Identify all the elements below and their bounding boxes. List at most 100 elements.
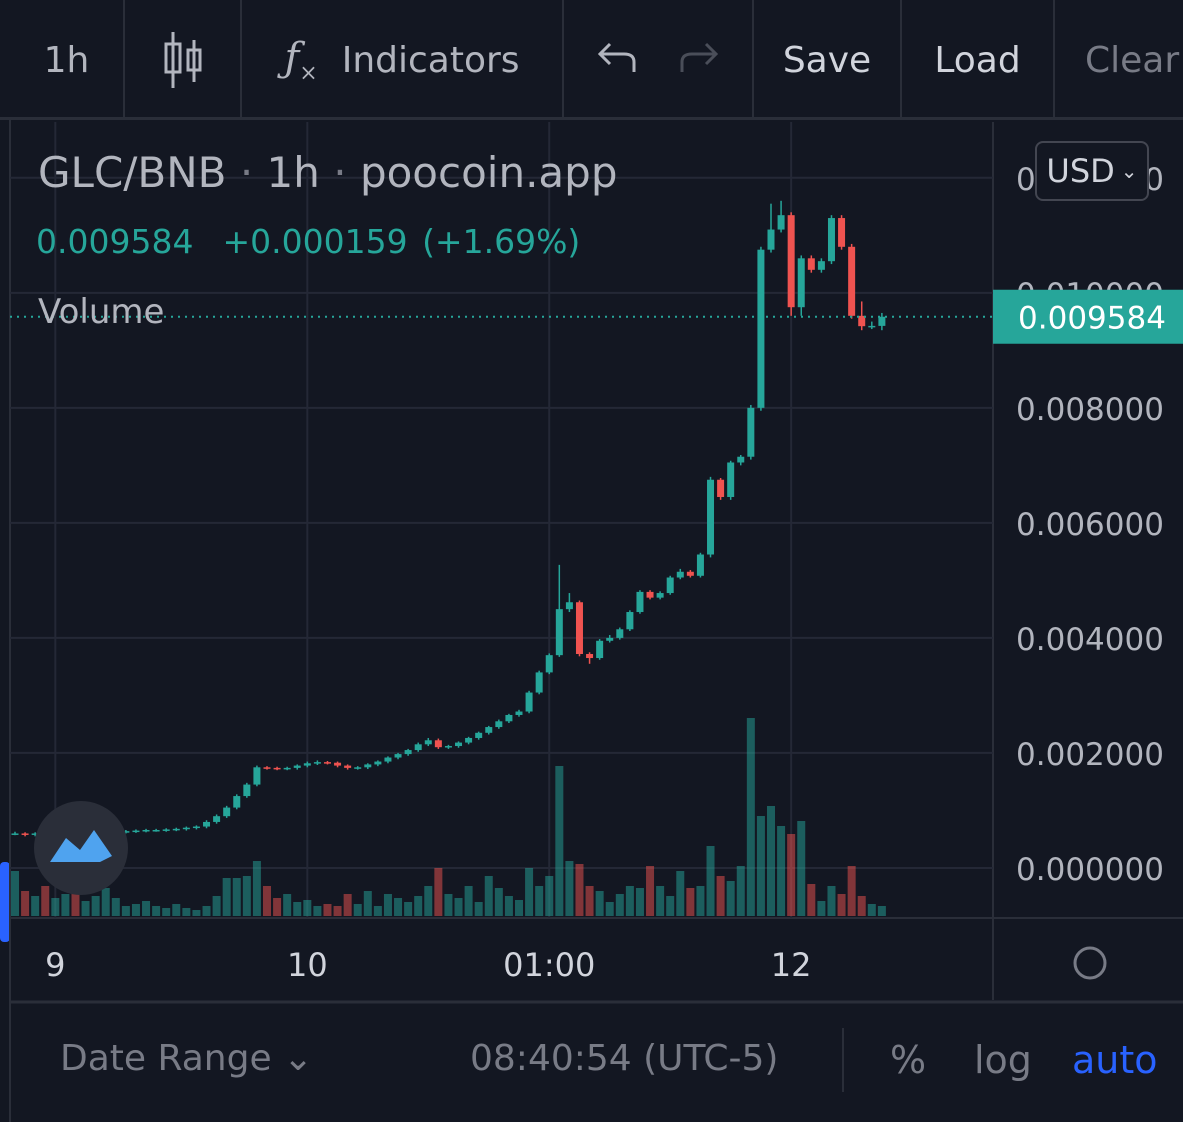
volume-bar <box>635 888 644 916</box>
candle-body <box>122 831 130 833</box>
volume-bar <box>91 896 100 916</box>
percent-button[interactable]: % <box>890 1038 927 1082</box>
volume-bar <box>494 888 503 916</box>
candle-body <box>82 832 90 835</box>
candle-body <box>696 554 704 576</box>
volume-bar <box>202 906 211 916</box>
candle-body <box>92 832 100 834</box>
volume-bar <box>172 904 181 916</box>
volume-bar <box>252 861 261 916</box>
settings-icon[interactable] <box>1073 946 1107 980</box>
chart-type-button[interactable] <box>125 0 242 120</box>
volume-bar <box>797 821 806 916</box>
load-button[interactable]: Load <box>902 0 1055 120</box>
candle-body <box>203 821 211 827</box>
volume-bar <box>333 906 342 916</box>
volume-bar <box>142 901 151 916</box>
y-tick-label: 0.008000 <box>1016 392 1164 428</box>
clear-button[interactable]: Clear <box>1085 39 1180 81</box>
volume-bar <box>474 902 483 916</box>
candle-body <box>616 629 624 638</box>
volume-bar <box>242 876 251 916</box>
candle-body <box>192 826 200 829</box>
volume-bar <box>424 886 433 916</box>
volume-bar <box>535 886 544 916</box>
candle-body <box>434 740 442 748</box>
candle-body <box>787 215 795 308</box>
save-button[interactable]: Save <box>754 0 902 120</box>
volume-bar <box>21 891 30 916</box>
volume-bar <box>363 891 372 916</box>
undo-icon[interactable] <box>594 40 638 80</box>
x-tick-label: 12 <box>771 946 812 984</box>
volume-bar <box>464 886 473 916</box>
volume-bar <box>313 906 322 916</box>
volume-bar <box>515 900 523 916</box>
axis-layer: 0.000000 0.002000 0.004000 0.006000 0.008000… <box>10 162 1183 984</box>
candle-body <box>626 612 634 630</box>
volume-bar <box>585 886 594 916</box>
candle-body <box>606 637 614 641</box>
logo-badge[interactable] <box>34 801 128 895</box>
candle-body <box>293 765 301 768</box>
volume-bar <box>857 896 866 916</box>
last-price: 0.009584 <box>36 222 194 261</box>
candle-body <box>273 767 281 770</box>
log-button[interactable]: log <box>974 1038 1032 1082</box>
volume-bar <box>777 826 786 916</box>
currency-label: USD <box>1046 152 1115 190</box>
auto-button[interactable]: auto <box>1072 1038 1158 1082</box>
volume-bar <box>293 902 302 916</box>
volume-bar <box>676 871 685 916</box>
volume-bar <box>101 888 110 916</box>
volume-bar <box>111 898 120 916</box>
candle-body <box>263 767 271 769</box>
candle-body <box>827 218 835 262</box>
volume-bar <box>736 866 745 916</box>
candle-body <box>172 828 180 831</box>
interval-button[interactable]: 1h <box>10 0 125 120</box>
candle-body <box>707 479 715 555</box>
logo-icon <box>50 830 112 862</box>
candle-body <box>737 456 745 463</box>
undo-redo[interactable] <box>564 0 754 120</box>
indicators-button[interactable]: ƒ× Indicators <box>242 0 564 120</box>
volume-bar <box>162 908 171 916</box>
volume-bar <box>837 894 846 916</box>
volume-bar <box>696 886 705 916</box>
price-change-pct: (+1.69%) <box>422 222 581 261</box>
volume-bar <box>666 896 675 916</box>
volume-bar <box>575 864 584 916</box>
volume-bar <box>595 891 604 916</box>
candle-body <box>414 744 422 751</box>
candle-body <box>162 829 170 831</box>
candle-body <box>112 831 120 834</box>
y-tick-label: 0.010000 <box>1016 277 1164 313</box>
candle-body <box>757 249 765 408</box>
candle-body <box>838 218 846 247</box>
symbol-line: GLC/BNB · 1h · poocoin.app <box>38 148 618 197</box>
volume-bar <box>877 906 886 916</box>
date-range-label: Date Range <box>60 1038 272 1079</box>
candle-body <box>394 754 402 758</box>
candle-body <box>233 796 241 808</box>
candle-body <box>303 763 311 766</box>
candle-body <box>686 571 694 576</box>
currency-button[interactable]: USD ⌄ <box>1035 141 1149 201</box>
volume-bar <box>232 878 241 916</box>
candle-body <box>243 784 251 797</box>
candle-body <box>424 740 432 745</box>
candle-body <box>565 602 573 610</box>
y-tick-label: 0.006000 <box>1016 507 1164 543</box>
volume-bar <box>394 898 403 916</box>
candle-body <box>475 732 483 738</box>
candle-body <box>505 714 513 722</box>
volume-bar <box>847 866 856 916</box>
x-tick-label: 10 <box>287 946 328 984</box>
candle-body <box>717 479 725 497</box>
candle-body <box>646 591 654 598</box>
volume-bar <box>807 884 816 916</box>
redo-icon[interactable] <box>678 40 722 80</box>
side-handle <box>0 862 10 942</box>
date-range-button[interactable]: Date Range ⌄ <box>60 1038 314 1079</box>
